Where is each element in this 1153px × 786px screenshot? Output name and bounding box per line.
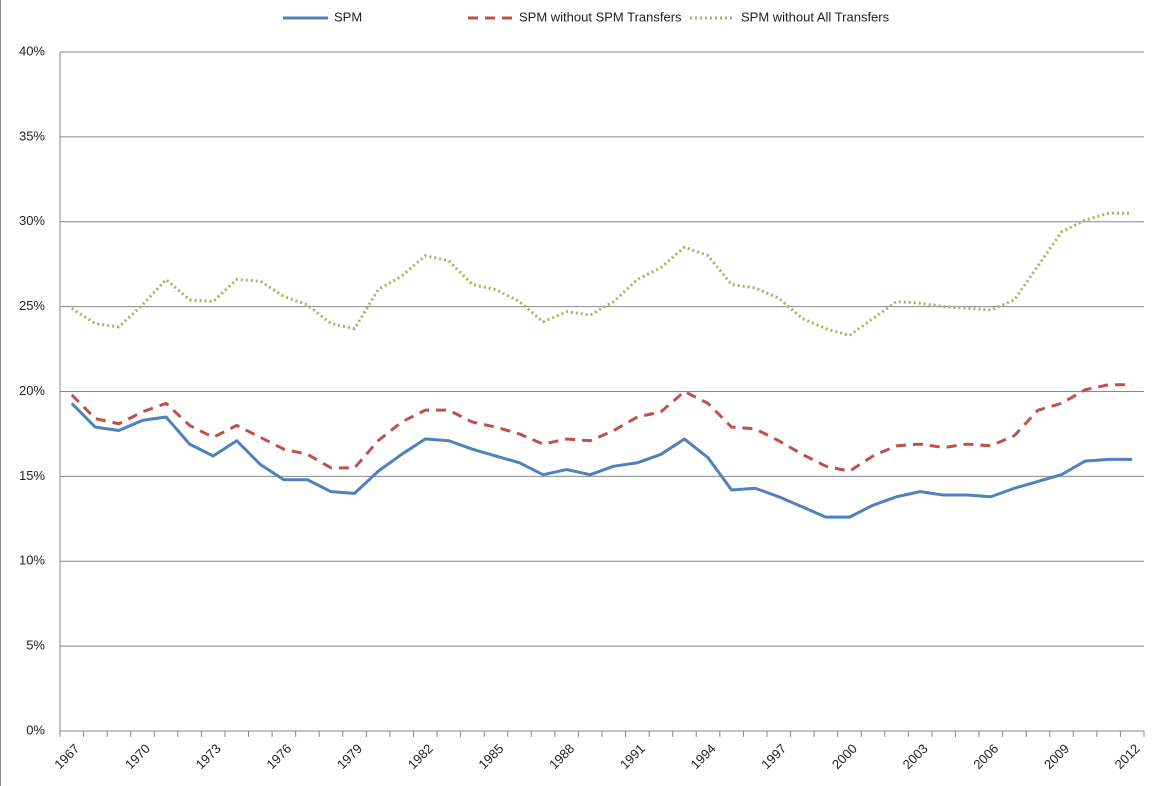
x-tick-label: 1976 <box>263 741 294 772</box>
x-tick-label: 2003 <box>900 741 931 772</box>
series-line <box>70 383 1133 473</box>
y-tick-label: 15% <box>19 468 45 483</box>
y-tick-label: 35% <box>19 128 45 143</box>
x-tick-label: 2009 <box>1041 741 1072 772</box>
x-tick-label: 1967 <box>51 741 82 772</box>
y-tick-label: 30% <box>19 213 45 228</box>
x-tick-label: 1985 <box>475 741 506 772</box>
x-tick-label: 1991 <box>617 741 648 772</box>
x-tick-label: 1988 <box>546 741 577 772</box>
x-tick-label: 1973 <box>193 741 224 772</box>
legend-label: SPM <box>334 9 362 24</box>
y-tick-label: 0% <box>26 722 45 737</box>
x-tick-label: 1970 <box>122 741 153 772</box>
x-tick-label: 2012 <box>1112 741 1143 772</box>
y-tick-label: 40% <box>19 43 45 58</box>
x-tick-label: 1994 <box>688 741 719 772</box>
legend-label: SPM without All Transfers <box>741 9 890 24</box>
x-tick-label: 1979 <box>334 741 365 772</box>
x-tick-label: 1982 <box>405 741 436 772</box>
x-tick-label: 2006 <box>970 741 1001 772</box>
y-tick-label: 10% <box>19 553 45 568</box>
series-line <box>70 211 1133 337</box>
series-line <box>70 402 1133 519</box>
y-tick-label: 25% <box>19 298 45 313</box>
y-tick-label: 20% <box>19 383 45 398</box>
x-tick-label: 2000 <box>829 741 860 772</box>
legend-label: SPM without SPM Transfers <box>519 9 682 24</box>
y-tick-label: 5% <box>26 638 45 653</box>
x-tick-label: 1997 <box>758 741 789 772</box>
